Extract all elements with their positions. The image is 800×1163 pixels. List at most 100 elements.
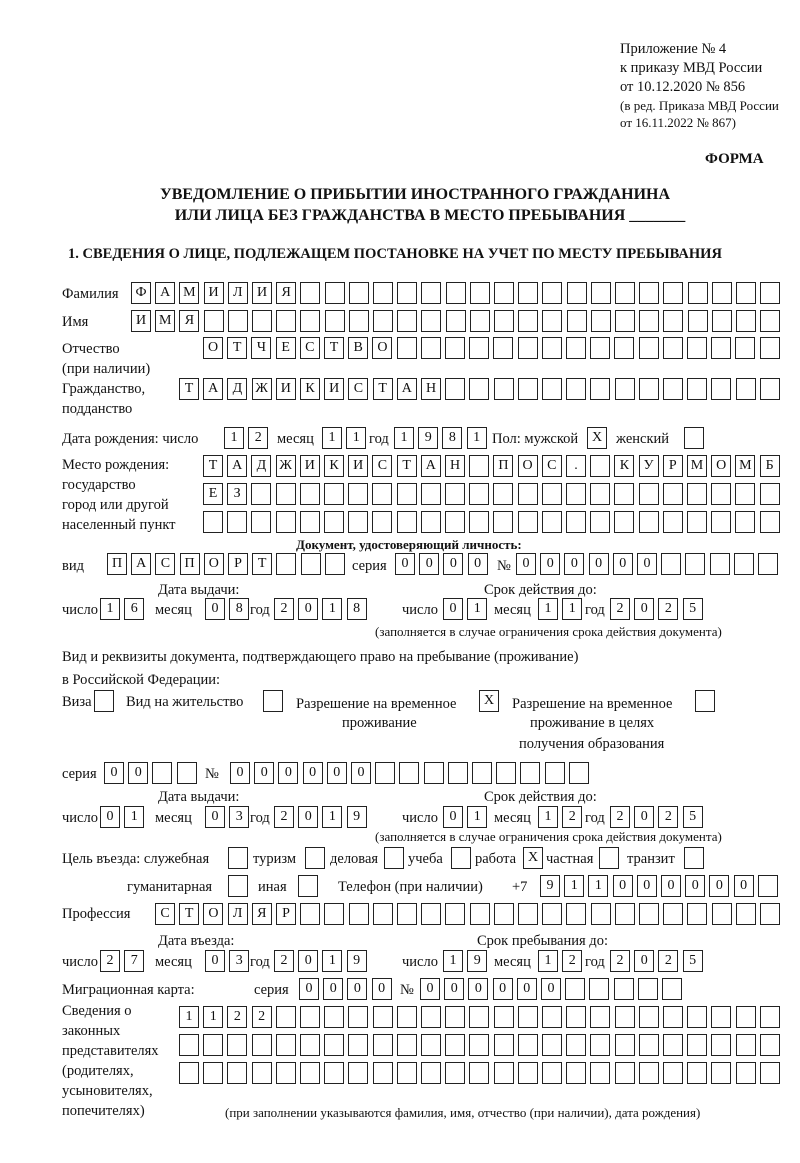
input-cell[interactable]: 0: [564, 553, 585, 575]
input-cell[interactable]: [445, 310, 466, 332]
input-cell[interactable]: [568, 762, 589, 784]
input-cell[interactable]: 2: [610, 806, 630, 828]
input-cell[interactable]: [687, 1034, 708, 1056]
input-cell[interactable]: Н: [421, 378, 441, 400]
input-cell[interactable]: 2: [227, 1006, 248, 1028]
input-cell[interactable]: 1: [538, 806, 558, 828]
input-cell[interactable]: [252, 310, 272, 332]
input-cell[interactable]: Е: [275, 337, 296, 359]
input-cell[interactable]: [614, 1034, 635, 1056]
input-cell[interactable]: К: [324, 455, 344, 477]
input-cell[interactable]: И: [203, 282, 224, 304]
input-cell[interactable]: [662, 978, 682, 1000]
input-cell[interactable]: [469, 1006, 490, 1028]
input-cell[interactable]: [590, 1034, 611, 1056]
input-cell[interactable]: 1: [467, 806, 488, 828]
input-cell[interactable]: А: [131, 553, 152, 575]
input-cell[interactable]: [687, 903, 708, 925]
input-cell[interactable]: К: [614, 455, 635, 477]
input-cell[interactable]: П: [107, 553, 127, 575]
input-cell[interactable]: [614, 1006, 635, 1028]
input-cell[interactable]: 0: [443, 598, 463, 620]
input-cell[interactable]: [590, 310, 611, 332]
input-cell[interactable]: 0: [347, 978, 368, 1000]
input-cell[interactable]: [687, 378, 708, 400]
input-cell[interactable]: 1: [322, 427, 342, 449]
input-cell[interactable]: [396, 337, 417, 359]
input-cell[interactable]: [687, 337, 707, 359]
input-cell[interactable]: [276, 310, 297, 332]
input-cell[interactable]: И: [348, 455, 369, 477]
input-cell[interactable]: [375, 762, 396, 784]
input-cell[interactable]: О: [517, 455, 538, 477]
input-cell[interactable]: 9: [467, 950, 488, 972]
input-cell[interactable]: [324, 903, 345, 925]
input-cell[interactable]: С: [299, 337, 320, 359]
input-cell[interactable]: Р: [228, 553, 248, 575]
input-cell[interactable]: Я: [179, 310, 200, 332]
input-cell[interactable]: [176, 762, 197, 784]
input-cell[interactable]: 8: [229, 598, 250, 620]
input-cell[interactable]: [517, 1006, 538, 1028]
input-cell[interactable]: [638, 1006, 659, 1028]
input-cell[interactable]: И: [131, 310, 151, 332]
input-cell[interactable]: [396, 483, 417, 505]
input-cell[interactable]: [469, 1034, 490, 1056]
input-cell[interactable]: [324, 1062, 345, 1084]
input-cell[interactable]: 0: [100, 806, 120, 828]
input-cell[interactable]: [565, 978, 586, 1000]
input-cell[interactable]: 0: [685, 875, 706, 897]
input-cell[interactable]: [589, 978, 610, 1000]
input-cell[interactable]: [590, 337, 611, 359]
input-cell[interactable]: А: [420, 455, 441, 477]
input-cell[interactable]: [711, 483, 732, 505]
input-cell[interactable]: 2: [562, 806, 583, 828]
input-cell[interactable]: 2: [274, 598, 294, 620]
input-cell[interactable]: [445, 483, 465, 505]
input-cell[interactable]: [421, 1062, 441, 1084]
input-cell[interactable]: [614, 1062, 635, 1084]
input-cell[interactable]: 0: [395, 553, 415, 575]
input-cell[interactable]: [590, 282, 611, 304]
input-cell[interactable]: [469, 483, 490, 505]
input-cell[interactable]: 0: [541, 978, 561, 1000]
input-cell[interactable]: 6: [124, 598, 145, 620]
input-cell[interactable]: [421, 1034, 441, 1056]
input-cell[interactable]: 5: [682, 950, 703, 972]
input-cell[interactable]: [275, 511, 296, 533]
input-cell[interactable]: [469, 282, 490, 304]
input-cell[interactable]: 7: [124, 950, 145, 972]
input-cell[interactable]: [566, 1006, 587, 1028]
input-cell[interactable]: [300, 553, 321, 575]
input-cell[interactable]: [735, 483, 756, 505]
input-cell[interactable]: А: [203, 378, 224, 400]
input-cell[interactable]: [590, 378, 611, 400]
input-cell[interactable]: [613, 978, 634, 1000]
input-cell[interactable]: [711, 282, 732, 304]
input-cell[interactable]: [469, 903, 490, 925]
input-cell[interactable]: 0: [636, 875, 657, 897]
input-cell[interactable]: 1: [394, 427, 414, 449]
input-cell[interactable]: [324, 310, 345, 332]
input-cell[interactable]: 0: [419, 553, 440, 575]
input-cell[interactable]: [759, 1062, 780, 1084]
input-cell[interactable]: [348, 1006, 369, 1028]
input-cell[interactable]: [542, 903, 563, 925]
input-cell[interactable]: 0: [467, 553, 488, 575]
input-cell[interactable]: [662, 483, 683, 505]
input-cell[interactable]: [735, 1062, 756, 1084]
input-cell[interactable]: 1: [466, 427, 487, 449]
input-cell[interactable]: [757, 875, 778, 897]
input-cell[interactable]: [493, 1034, 514, 1056]
input-cell[interactable]: [663, 903, 684, 925]
input-cell[interactable]: Т: [203, 455, 223, 477]
input-cell[interactable]: [711, 337, 732, 359]
input-cell[interactable]: [251, 1034, 272, 1056]
input-cell[interactable]: 2: [100, 950, 120, 972]
input-cell[interactable]: [300, 282, 321, 304]
input-cell[interactable]: Т: [396, 455, 417, 477]
input-cell[interactable]: [275, 1006, 296, 1028]
input-cell[interactable]: 1: [224, 427, 244, 449]
input-cell[interactable]: С: [541, 455, 562, 477]
input-cell[interactable]: 0: [709, 875, 730, 897]
